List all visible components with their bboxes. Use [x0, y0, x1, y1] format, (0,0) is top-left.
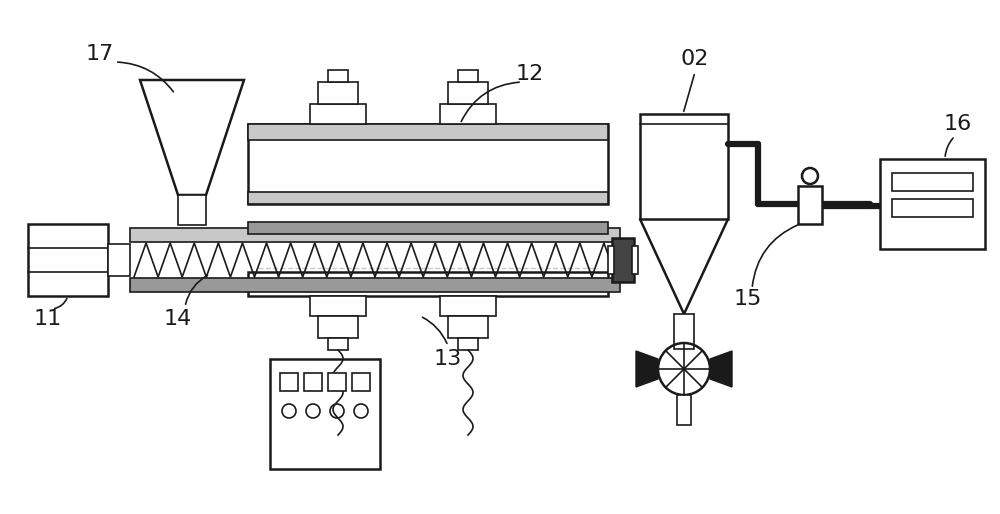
Bar [608, 246, 614, 274]
Bar [328, 373, 346, 391]
Bar [677, 395, 691, 425]
Bar [448, 82, 488, 104]
Bar [248, 192, 608, 204]
Bar [248, 124, 608, 140]
Bar [304, 373, 322, 391]
Bar [178, 195, 206, 225]
Bar [632, 246, 638, 274]
Bar [248, 272, 608, 296]
Bar [328, 338, 348, 350]
Bar [440, 296, 496, 316]
Bar [640, 114, 728, 219]
Bar [318, 316, 358, 338]
Bar [798, 186, 822, 224]
Bar [130, 228, 620, 242]
Polygon shape [636, 351, 658, 387]
Text: 14: 14 [164, 309, 192, 329]
Polygon shape [710, 351, 732, 387]
Bar [892, 199, 973, 217]
Bar [612, 238, 634, 282]
Bar [328, 70, 348, 82]
Text: 13: 13 [434, 349, 462, 369]
Bar [270, 359, 380, 469]
Text: 17: 17 [86, 44, 114, 64]
Text: 15: 15 [734, 289, 762, 309]
Bar [28, 224, 108, 296]
Bar [280, 373, 298, 391]
Text: 02: 02 [681, 49, 709, 69]
Bar [248, 222, 608, 234]
Polygon shape [140, 80, 244, 195]
Bar [248, 124, 608, 204]
Bar [892, 173, 973, 191]
Text: 11: 11 [34, 309, 62, 329]
Bar [458, 338, 478, 350]
Bar [318, 82, 358, 104]
Text: 16: 16 [944, 114, 972, 134]
Bar [130, 278, 620, 292]
Bar [310, 296, 366, 316]
Bar [674, 314, 694, 349]
Bar [880, 159, 985, 249]
Bar [440, 104, 496, 124]
Bar [458, 70, 478, 82]
Circle shape [802, 168, 818, 184]
Text: 12: 12 [516, 64, 544, 84]
Bar [310, 104, 366, 124]
Bar [108, 244, 130, 276]
Bar [352, 373, 370, 391]
Bar [448, 316, 488, 338]
